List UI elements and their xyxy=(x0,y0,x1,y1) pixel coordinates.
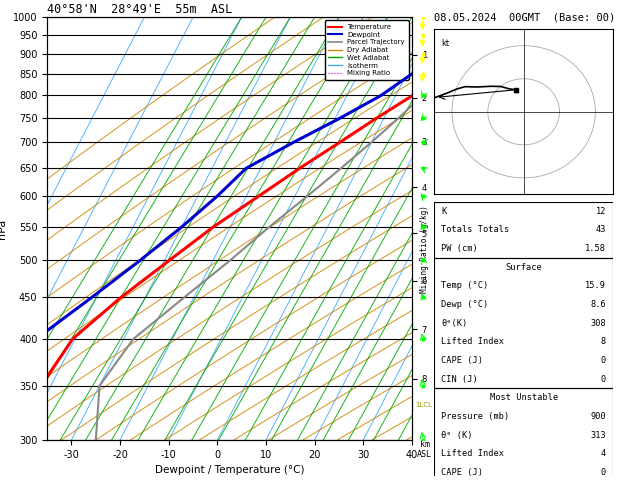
Text: 43: 43 xyxy=(596,225,606,234)
X-axis label: Dewpoint / Temperature (°C): Dewpoint / Temperature (°C) xyxy=(155,465,304,475)
Text: 0: 0 xyxy=(601,468,606,477)
Text: 08.05.2024  00GMT  (Base: 00): 08.05.2024 00GMT (Base: 00) xyxy=(434,12,615,22)
Text: CAPE (J): CAPE (J) xyxy=(441,356,483,365)
Text: 4: 4 xyxy=(601,449,606,458)
Bar xyxy=(434,388,613,486)
Text: Lifted Index: Lifted Index xyxy=(441,449,504,458)
Text: Pressure (mb): Pressure (mb) xyxy=(441,412,509,421)
Text: 15.9: 15.9 xyxy=(585,281,606,290)
Text: 1.58: 1.58 xyxy=(585,244,606,253)
Text: km
ASL: km ASL xyxy=(417,440,432,459)
Text: Mixing Ratio (g/kg): Mixing Ratio (g/kg) xyxy=(420,206,429,294)
Text: 12: 12 xyxy=(596,207,606,215)
Text: 1LCL: 1LCL xyxy=(416,402,433,408)
Text: 40°58'N  28°49'E  55m  ASL: 40°58'N 28°49'E 55m ASL xyxy=(47,3,233,16)
Text: 313: 313 xyxy=(591,431,606,440)
Text: Surface: Surface xyxy=(505,262,542,272)
Text: θᵉ (K): θᵉ (K) xyxy=(441,431,472,440)
Text: 8: 8 xyxy=(601,337,606,346)
Text: 8.6: 8.6 xyxy=(591,300,606,309)
Legend: Temperature, Dewpoint, Parcel Trajectory, Dry Adiabat, Wet Adiabat, Isotherm, Mi: Temperature, Dewpoint, Parcel Trajectory… xyxy=(325,20,408,80)
Text: 0: 0 xyxy=(601,356,606,365)
Bar xyxy=(434,258,613,388)
Text: Lifted Index: Lifted Index xyxy=(441,337,504,346)
Text: θᵉ(K): θᵉ(K) xyxy=(441,318,467,328)
Text: 900: 900 xyxy=(591,412,606,421)
Text: CIN (J): CIN (J) xyxy=(441,375,478,383)
Text: Totals Totals: Totals Totals xyxy=(441,225,509,234)
Text: kt: kt xyxy=(441,39,449,48)
Text: K: K xyxy=(441,207,447,215)
Text: 0: 0 xyxy=(601,375,606,383)
Text: Most Unstable: Most Unstable xyxy=(489,393,558,402)
Text: PW (cm): PW (cm) xyxy=(441,244,478,253)
Text: 308: 308 xyxy=(591,318,606,328)
Y-axis label: hPa: hPa xyxy=(0,218,8,239)
Text: Temp (°C): Temp (°C) xyxy=(441,281,489,290)
Text: Dewp (°C): Dewp (°C) xyxy=(441,300,489,309)
Bar xyxy=(434,202,613,258)
Text: CAPE (J): CAPE (J) xyxy=(441,468,483,477)
